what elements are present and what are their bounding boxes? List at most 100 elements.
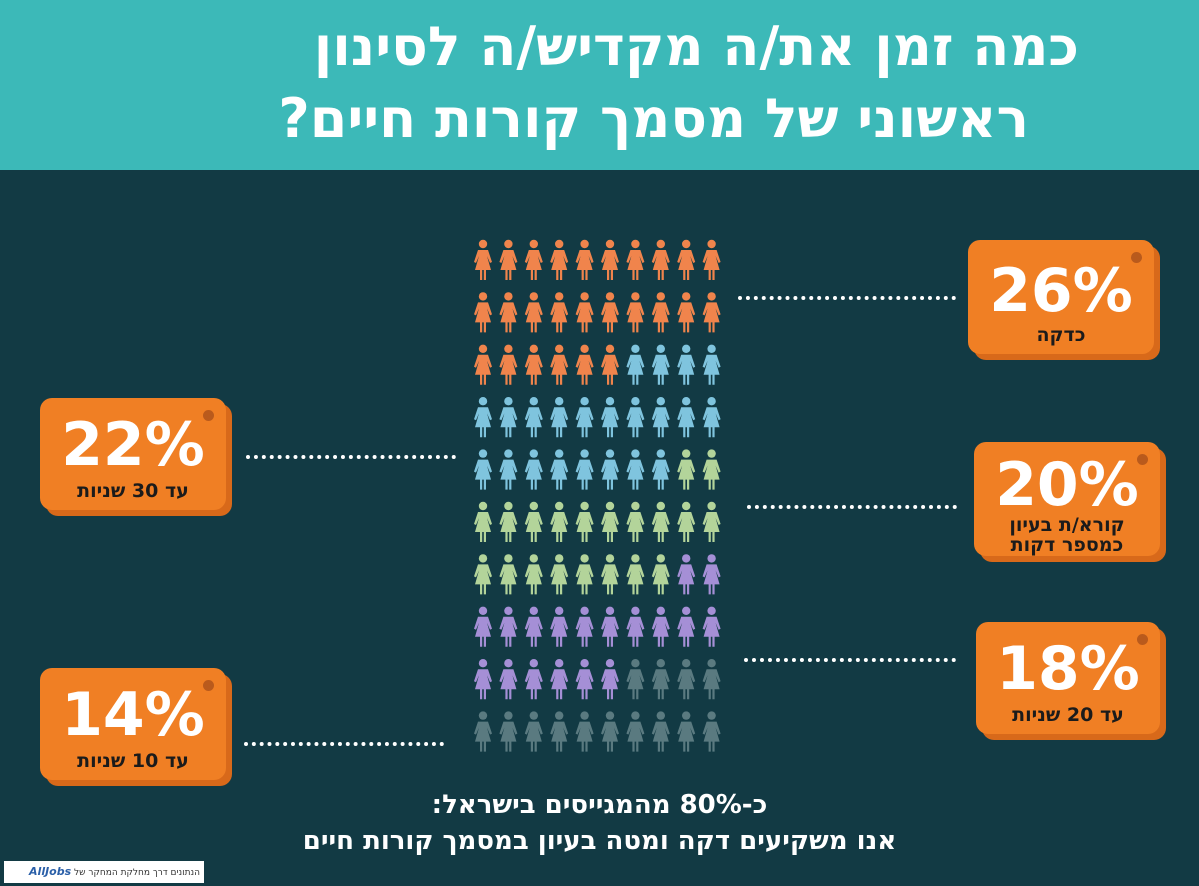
person-icon	[550, 449, 569, 490]
person-icon	[702, 554, 721, 595]
tag-26: 26% כדקה	[968, 240, 1154, 354]
footer-line2: אנו משקיעים דקה ומטה בעיון במסמך קורות ח…	[302, 826, 897, 856]
person-icon	[550, 711, 569, 752]
person-icon	[550, 659, 569, 700]
person-icon	[499, 711, 518, 752]
person-icon	[524, 659, 543, 700]
person-icon	[677, 449, 696, 490]
person-icon	[524, 711, 543, 752]
person-icon	[575, 397, 594, 438]
person-icon	[474, 554, 492, 595]
connector-line	[744, 658, 956, 662]
person-icon	[702, 659, 721, 700]
tag-label: כמספר דקות	[1010, 534, 1124, 556]
person-icon	[651, 397, 670, 438]
tag-label: עד 20 שניות	[1012, 704, 1124, 726]
person-icon	[677, 606, 696, 647]
tag-hole	[1137, 634, 1148, 645]
person-icon	[499, 501, 518, 542]
person-icon	[702, 239, 721, 280]
person-icon	[474, 659, 492, 700]
tag-20: 20% קורא/ת בעיון כמספר דקות	[974, 442, 1160, 556]
tag-percent: 20%	[995, 450, 1139, 520]
person-icon	[677, 659, 696, 700]
person-icon	[524, 501, 543, 542]
person-icon	[474, 344, 492, 385]
person-icon	[550, 397, 569, 438]
person-icon	[575, 659, 594, 700]
person-icon	[702, 711, 721, 752]
person-icon	[651, 606, 670, 647]
header-banner	[0, 0, 1199, 170]
person-icon	[499, 239, 518, 280]
page-title-line1: כמה זמן את/ה מקדיש/ה לסינון	[313, 15, 1079, 78]
person-icon	[550, 344, 569, 385]
person-icon	[575, 239, 594, 280]
person-icon	[499, 554, 518, 595]
connector-line	[738, 296, 956, 300]
person-icon	[550, 239, 569, 280]
person-icon	[601, 344, 619, 385]
person-icon	[702, 449, 721, 490]
person-icon	[575, 344, 594, 385]
person-icon	[626, 554, 645, 595]
person-icon	[499, 606, 518, 647]
person-icon	[575, 449, 594, 490]
person-icon	[601, 606, 619, 647]
person-icon	[550, 554, 569, 595]
person-icon	[601, 711, 619, 752]
tag-label: כדקה	[1036, 324, 1086, 346]
person-icon	[474, 449, 492, 490]
person-icon	[601, 501, 619, 542]
tag-label: עד 30 שניות	[77, 480, 189, 502]
tag-label: קורא/ת בעיון	[1009, 514, 1125, 536]
person-icon	[601, 659, 619, 700]
person-icon	[651, 711, 670, 752]
person-icon	[677, 711, 696, 752]
person-icon	[677, 501, 696, 542]
person-icon	[651, 344, 670, 385]
person-icon	[474, 711, 492, 752]
connector-line	[747, 505, 957, 509]
person-icon	[702, 344, 721, 385]
person-icon	[651, 449, 670, 490]
person-icon	[550, 292, 569, 333]
tag-percent: 26%	[989, 256, 1133, 326]
person-icon	[601, 292, 619, 333]
connector-line	[244, 742, 444, 746]
tag-percent: 18%	[996, 634, 1140, 704]
person-icon	[677, 344, 696, 385]
tag-hole	[1137, 454, 1148, 465]
person-icon	[651, 659, 670, 700]
person-icon	[601, 397, 619, 438]
footer-line1: כ-80% מהמגייסים בישראל:	[431, 790, 768, 820]
person-icon	[499, 344, 518, 385]
person-icon	[524, 397, 543, 438]
person-icon	[651, 554, 670, 595]
person-icon	[702, 606, 721, 647]
tag-percent: 22%	[61, 410, 205, 480]
person-icon	[499, 397, 518, 438]
person-icon	[702, 292, 721, 333]
person-icon	[524, 449, 543, 490]
person-icon	[601, 239, 619, 280]
person-icon	[575, 606, 594, 647]
tag-22: 22% עד 30 שניות	[40, 398, 226, 510]
person-icon	[550, 606, 569, 647]
credit-text: הנתונים דרך מחלקת המחקר של	[74, 868, 200, 878]
person-icon	[575, 711, 594, 752]
connector-line	[246, 455, 456, 459]
person-icon	[474, 606, 492, 647]
person-icon	[677, 239, 696, 280]
person-icon	[626, 711, 645, 752]
person-icon	[474, 397, 492, 438]
person-icon	[702, 501, 721, 542]
person-icon	[575, 292, 594, 333]
person-icon	[550, 501, 569, 542]
person-icon	[651, 239, 670, 280]
person-icon	[524, 554, 543, 595]
person-icon	[626, 449, 645, 490]
person-icon	[626, 292, 645, 333]
person-icon	[524, 606, 543, 647]
